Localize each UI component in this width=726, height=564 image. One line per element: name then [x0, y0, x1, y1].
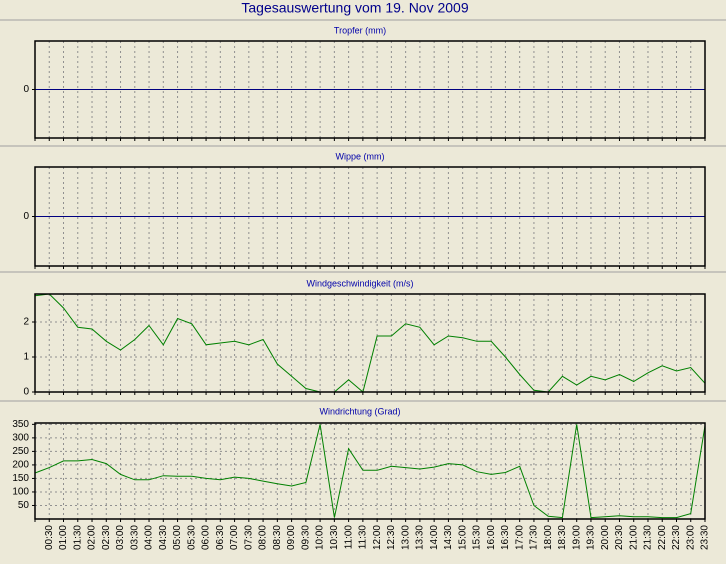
panel-title: Windrichtung (Grad) — [319, 406, 400, 416]
x-tick-label: 19:30 — [586, 525, 597, 550]
x-tick-label: 02:00 — [87, 525, 98, 550]
plot-border — [34, 422, 706, 520]
x-tick-label: 14:30 — [443, 525, 454, 550]
plot-border — [34, 40, 706, 139]
x-tick-label: 02:30 — [101, 525, 112, 550]
x-tick-label: 21:30 — [643, 525, 654, 550]
x-tick-label: 13:30 — [415, 525, 426, 550]
x-tick-label: 03:00 — [115, 525, 126, 550]
x-tick-label: 03:30 — [129, 525, 140, 550]
x-tick-label: 04:30 — [158, 525, 169, 550]
y-tick-label: 200 — [12, 460, 29, 471]
plot-border — [34, 293, 706, 393]
y-tick-label: 1 — [23, 352, 29, 363]
x-tick-label: 16:30 — [500, 525, 511, 550]
x-tick-label: 23:00 — [685, 525, 696, 550]
panel-title: Tropfer (mm) — [334, 25, 386, 35]
x-tick-label: 18:00 — [543, 525, 554, 550]
x-tick-label: 10:30 — [329, 525, 340, 550]
y-tick-label: 2 — [23, 317, 29, 328]
y-tick-label: 150 — [12, 473, 29, 484]
plot-area — [35, 294, 705, 392]
plot-area — [35, 423, 705, 519]
x-tick-label: 01:30 — [72, 525, 83, 550]
x-tick-label: 04:00 — [144, 525, 155, 550]
plot-border — [34, 166, 706, 267]
data-line — [34, 424, 706, 519]
y-tick-label: 50 — [18, 500, 30, 511]
x-tick-label: 20:00 — [600, 525, 611, 550]
x-tick-label: 16:00 — [486, 525, 497, 550]
y-tick-label: 0 — [23, 387, 29, 398]
panel-title: Windgeschwindigkeit (m/s) — [306, 278, 413, 288]
y-tick-label: 250 — [12, 446, 29, 457]
x-tick-label: 15:30 — [472, 525, 483, 550]
x-tick-label: 06:30 — [215, 525, 226, 550]
x-tick-label: 07:30 — [243, 525, 254, 550]
x-tick-label: 22:00 — [657, 525, 668, 550]
x-tick-label: 01:00 — [58, 525, 69, 550]
x-tick-label: 09:30 — [300, 525, 311, 550]
y-tick-label: 0 — [23, 84, 29, 95]
x-tick-label: 23:30 — [700, 525, 711, 550]
x-tick-label: 05:30 — [186, 525, 197, 550]
x-tick-label: 19:00 — [571, 525, 582, 550]
panel-title: Wippe (mm) — [336, 151, 385, 161]
y-tick-label: 0 — [23, 211, 29, 222]
x-tick-label: 15:00 — [457, 525, 468, 550]
x-tick-label: 07:00 — [229, 525, 240, 550]
x-tick-label: 12:00 — [372, 525, 383, 550]
x-tick-label: 13:00 — [400, 525, 411, 550]
x-tick-label: 17:30 — [529, 525, 540, 550]
x-tick-label: 21:00 — [628, 525, 639, 550]
x-tick-label: 20:30 — [614, 525, 625, 550]
x-tick-label: 11:30 — [358, 525, 369, 550]
data-line — [34, 293, 706, 393]
x-tick-label: 08:00 — [258, 525, 269, 550]
y-tick-label: 300 — [12, 433, 29, 444]
x-tick-label: 14:00 — [429, 525, 440, 550]
x-tick-label: 12:30 — [386, 525, 397, 550]
x-tick-label: 10:00 — [315, 525, 326, 550]
x-tick-label: 09:00 — [286, 525, 297, 550]
x-tick-label: 06:00 — [201, 525, 212, 550]
x-tick-label: 18:30 — [557, 525, 568, 550]
y-tick-label: 100 — [12, 487, 29, 498]
x-tick-label: 05:00 — [172, 525, 183, 550]
x-tick-label: 08:30 — [272, 525, 283, 550]
x-tick-label: 11:00 — [343, 525, 354, 550]
x-tick-label: 00:30 — [44, 525, 55, 550]
x-tick-label: 22:30 — [671, 525, 682, 550]
y-tick-label: 350 — [12, 419, 29, 430]
x-tick-label: 17:00 — [514, 525, 525, 550]
page-title: Tagesauswertung vom 19. Nov 2009 — [241, 0, 468, 16]
